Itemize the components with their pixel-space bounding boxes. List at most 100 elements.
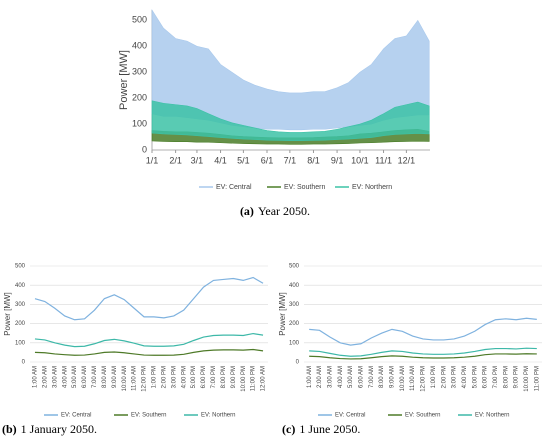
x-tick-label: 8:00 PM (221, 366, 227, 388)
x-tick-label: 6/1 (261, 155, 274, 165)
x-tick-label: 1:00 PM (152, 366, 158, 388)
y-axis-label: Power [MW] (3, 292, 12, 336)
x-tick-label: 4:00 AM (62, 366, 68, 388)
y-tick-label: 0 (22, 360, 26, 366)
series-line (309, 347, 537, 357)
x-tick-label: 12:00 PM (142, 366, 148, 392)
x-tick-label: 8:00 AM (379, 366, 385, 388)
x-tick-label: 11:00 AM (132, 366, 138, 391)
x-tick-label: 8/1 (307, 155, 320, 165)
x-tick-label: 7:00 PM (211, 366, 217, 388)
legend-label: EV: Southern (405, 413, 440, 419)
y-tick-label: 0 (142, 144, 147, 154)
x-tick-label: 3:00 AM (327, 366, 333, 388)
x-tick-label: 7:00 AM (369, 366, 375, 388)
x-tick-label: 4:00 AM (338, 366, 344, 388)
x-tick-label: 10:00 PM (241, 366, 247, 392)
x-tick-label: 5:00 AM (72, 366, 78, 388)
x-tick-label: 9:00 AM (112, 366, 118, 388)
legend-label: EV: Central (335, 413, 365, 419)
x-tick-label: 1/1 (146, 155, 159, 165)
x-tick-label: 1:00 PM (431, 366, 437, 388)
caption-label: (c) (282, 422, 295, 436)
range-area (151, 100, 430, 141)
x-tick-label: 2:00 AM (42, 366, 48, 388)
x-tick-label: 5/1 (237, 155, 250, 165)
y-tick-label: 200 (132, 93, 147, 103)
x-tick-label: 6:00 PM (483, 366, 489, 388)
legend-label: EV: Southern (131, 413, 166, 419)
caption-text: 1 January 2050. (21, 422, 97, 436)
x-tick-label: 7:00 PM (493, 366, 499, 388)
legend-label: EV: Northern (475, 413, 509, 419)
legend-label: EV: Northern (201, 413, 235, 419)
y-tick-label: 0 (296, 360, 300, 366)
legend-label: EV: Central (216, 184, 252, 191)
series-line (34, 348, 264, 356)
x-tick-label: 5:00 AM (348, 366, 354, 388)
x-tick-label: 3:00 PM (171, 366, 177, 388)
x-tick-label: 11:00 PM (534, 366, 540, 391)
x-tick-label: 7:00 AM (92, 366, 98, 388)
y-axis-label: Power [MW] (278, 292, 287, 336)
y-tick-label: 500 (289, 264, 300, 270)
x-tick-label: 6:00 PM (201, 366, 207, 388)
x-tick-label: 3:00 AM (52, 366, 58, 388)
caption-label: (b) (2, 422, 17, 436)
x-tick-label: 11:00 AM (410, 366, 416, 391)
x-tick-label: 12/1 (398, 155, 416, 165)
x-tick-label: 9/1 (331, 155, 344, 165)
y-tick-label: 500 (15, 264, 26, 270)
caption-label: (a) (240, 204, 254, 218)
legend-label: EV: Southern (284, 184, 325, 191)
y-tick-label: 400 (289, 283, 300, 289)
y-tick-label: 300 (15, 302, 26, 308)
x-tick-label: 2:00 PM (441, 366, 447, 388)
x-tick-label: 2:00 PM (161, 366, 167, 388)
x-tick-label: 7/1 (284, 155, 297, 165)
series-line (309, 317, 537, 346)
y-tick-label: 100 (15, 340, 26, 346)
y-tick-label: 300 (289, 302, 300, 308)
y-tick-label: 200 (15, 321, 26, 327)
x-tick-label: 9:00 AM (390, 366, 396, 388)
x-tick-label: 3:00 PM (452, 366, 458, 388)
x-tick-label: 6:00 AM (82, 366, 88, 388)
x-tick-label: 8:00 AM (102, 366, 108, 388)
x-tick-label: 10:00 PM (524, 366, 530, 392)
legend-label: EV: Central (61, 413, 91, 419)
x-tick-label: 5:00 PM (191, 366, 197, 388)
y-tick-label: 200 (289, 321, 300, 327)
caption-text: Year 2050. (258, 204, 310, 218)
y-tick-label: 100 (132, 118, 147, 128)
x-tick-label: 10/1 (351, 155, 369, 165)
x-tick-label: 12:00 PM (421, 366, 427, 392)
legend-label: EV: Northern (352, 184, 392, 191)
x-tick-label: 11:00 PM (251, 366, 257, 391)
series-line (34, 276, 264, 321)
y-tick-label: 400 (15, 283, 26, 289)
x-tick-label: 9:00 PM (231, 366, 237, 388)
x-tick-label: 1:00 AM (33, 366, 39, 388)
y-axis-label: Power [MW] (118, 50, 130, 110)
caption: (a) Year 2050. (240, 204, 310, 218)
caption-text: 1 June 2050. (299, 422, 360, 436)
x-tick-label: 4/1 (214, 155, 227, 165)
x-tick-label: 5:00 PM (472, 366, 478, 388)
y-tick-label: 400 (132, 41, 147, 51)
x-tick-label: 12:00 AM (261, 366, 267, 391)
x-tick-label: 10:00 AM (122, 366, 128, 391)
x-tick-label: 11/1 (375, 155, 392, 165)
y-tick-label: 100 (289, 340, 300, 346)
x-tick-label: 4:00 PM (462, 366, 468, 388)
y-tick-label: 300 (132, 67, 147, 77)
x-tick-label: 1:00 AM (307, 366, 313, 388)
x-tick-label: 9:00 PM (514, 366, 520, 388)
x-tick-label: 4:00 PM (181, 366, 187, 388)
x-tick-label: 2:00 AM (317, 366, 323, 388)
y-tick-label: 500 (132, 15, 147, 25)
x-tick-label: 10:00 AM (400, 366, 406, 391)
x-tick-label: 3/1 (191, 155, 204, 165)
